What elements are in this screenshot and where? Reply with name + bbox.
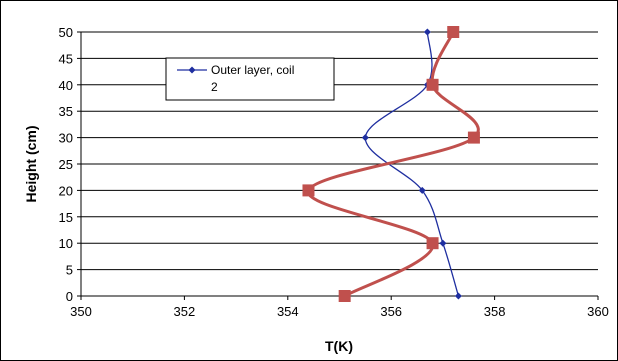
series-1-point-0 [339, 290, 351, 302]
legend-label-line1: Outer layer, coil [211, 63, 294, 77]
y-axis-title: Height (cm) [23, 126, 39, 203]
x-tick-label-3: 356 [380, 304, 402, 319]
y-tick-label-10: 50 [59, 25, 73, 40]
series-1-point-3 [468, 132, 480, 144]
x-tick-labels: 350 352 354 356 358 360 [70, 304, 609, 319]
x-tick-label-4: 358 [484, 304, 506, 319]
x-tick-label-2: 354 [277, 304, 299, 319]
series-1-point-5 [447, 26, 459, 38]
series-1-point-1 [427, 237, 439, 249]
y-tick-label-3: 15 [59, 210, 73, 225]
x-axis-title: T(K) [325, 338, 353, 354]
x-tick-label-1: 352 [174, 304, 196, 319]
x-tick-label-5: 360 [587, 304, 609, 319]
y-tick-label-2: 10 [59, 236, 73, 251]
series-1-point-4 [427, 79, 439, 91]
y-tick-label-9: 45 [59, 51, 73, 66]
y-tick-label-1: 5 [66, 263, 73, 278]
y-tick-labels: 0 5 10 15 20 25 30 35 40 45 50 [59, 25, 73, 304]
y-tick-label-4: 20 [59, 183, 73, 198]
x-tick-label-0: 350 [70, 304, 92, 319]
y-tick-label-8: 40 [59, 78, 73, 93]
series-1-point-2 [302, 184, 314, 196]
y-tick-label-0: 0 [66, 289, 73, 304]
legend-label-line2: 2 [211, 80, 218, 94]
y-tick-label-7: 35 [59, 104, 73, 119]
y-tick-label-6: 30 [59, 131, 73, 146]
legend: Outer layer, coil 2 [166, 58, 334, 100]
y-tick-label-5: 25 [59, 157, 73, 172]
